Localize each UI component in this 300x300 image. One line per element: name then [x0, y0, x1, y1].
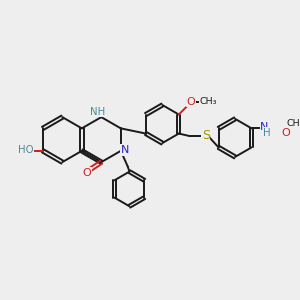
- Text: CH₃: CH₃: [200, 97, 217, 106]
- Text: N: N: [121, 145, 129, 155]
- Text: CH₃: CH₃: [286, 119, 300, 128]
- Text: O: O: [82, 167, 91, 178]
- Text: H: H: [263, 128, 271, 138]
- Text: O: O: [282, 128, 291, 138]
- Text: N: N: [260, 122, 269, 133]
- Text: S: S: [202, 129, 210, 142]
- Text: HO: HO: [18, 145, 33, 155]
- Text: O: O: [187, 97, 195, 106]
- Text: NH: NH: [90, 107, 106, 117]
